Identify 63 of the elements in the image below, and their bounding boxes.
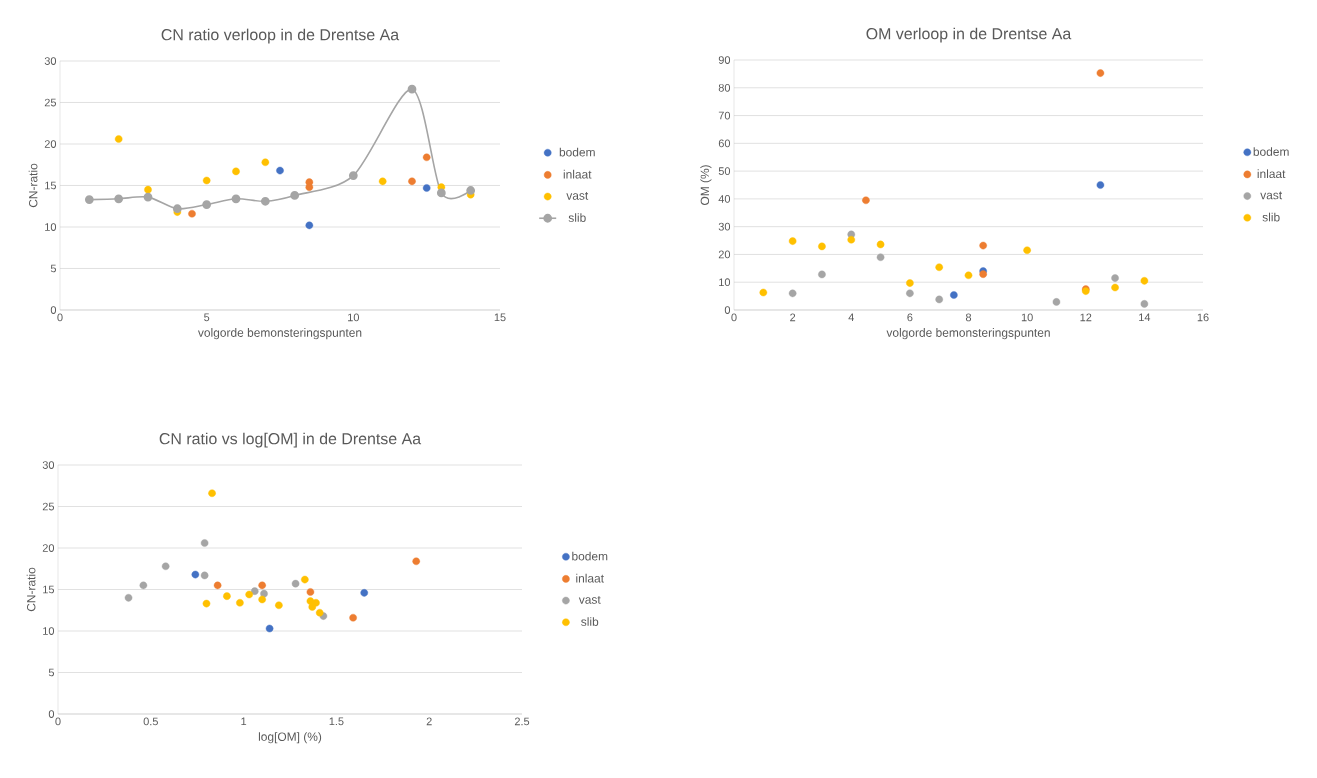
x-tick-label: 2 — [426, 717, 432, 726]
x-tick-label: 16 — [1197, 313, 1209, 322]
x-tick-label: 6 — [907, 313, 913, 322]
x-axis-title: volgorde bemonsteringspunten — [886, 328, 1050, 340]
x-tick-label: 0.5 — [143, 717, 158, 726]
y-tick-label: 25 — [42, 502, 55, 511]
y-tick-label: 60 — [718, 139, 731, 148]
legend-label: slib — [1262, 212, 1280, 222]
x-tick-label: 15 — [494, 313, 506, 322]
y-tick-label: 90 — [718, 56, 731, 64]
x-tick-label: 1 — [241, 717, 247, 726]
y-axis-title: OM (%) — [700, 165, 712, 206]
chart-title: CN ratio vs log[OM] in de Drentse Aa — [159, 432, 422, 448]
y-tick-label: 0 — [724, 306, 731, 314]
y-tick-label: 70 — [718, 111, 731, 120]
chart-title: OM verloop in de Drentse Aa — [866, 27, 1072, 43]
y-tick-label: 30 — [42, 461, 55, 469]
x-axis-title: log[OM] (%) — [258, 732, 322, 744]
y-axis-title: CN-ratio — [28, 163, 38, 208]
y-tick-label: 15 — [43, 585, 55, 594]
x-tick-label: 1.5 — [329, 717, 344, 726]
x-tick-label: 5 — [204, 313, 210, 322]
x-tick-label: 8 — [965, 313, 972, 322]
y-tick-label: 40 — [718, 195, 731, 203]
legend-label: inlaat — [563, 169, 592, 179]
x-tick-label: 2 — [790, 313, 796, 322]
y-tick-label: 20 — [718, 250, 731, 259]
legend-label: vast — [578, 595, 601, 604]
y-tick-label: 80 — [718, 83, 731, 92]
y-tick-label: 15 — [45, 181, 57, 190]
legend-label: bodem — [572, 551, 608, 561]
y-tick-label: 30 — [718, 222, 731, 231]
y-tick-label: 0 — [50, 306, 57, 314]
legend-label: vast — [566, 191, 589, 200]
y-axis-title: CN-ratio — [26, 567, 36, 612]
legend-label: bodem — [1253, 147, 1289, 156]
x-tick-label: 2.5 — [514, 717, 530, 726]
x-tick-label: 0 — [57, 313, 63, 322]
chart-title: CN ratio verloop in de Drentse Aa — [161, 28, 400, 44]
y-tick-label: 25 — [44, 98, 57, 107]
y-tick-label: 0 — [48, 710, 55, 718]
legend-label: vast — [1260, 191, 1283, 200]
x-tick-label: 14 — [1139, 313, 1151, 322]
legend-label: inlaat — [1257, 169, 1286, 179]
y-tick-label: 5 — [48, 668, 55, 677]
x-tick-label: 0 — [731, 313, 737, 322]
y-tick-label: 50 — [718, 167, 731, 175]
x-tick-label: 12 — [1080, 313, 1092, 322]
y-tick-label: 5 — [50, 264, 57, 273]
y-tick-label: 20 — [44, 140, 57, 148]
legend-label: slib — [568, 213, 586, 222]
y-tick-label: 10 — [43, 627, 55, 635]
legend-label: inlaat — [576, 573, 604, 583]
y-tick-label: 10 — [45, 223, 57, 231]
y-tick-label: 30 — [44, 57, 57, 65]
legend-label: slib — [581, 617, 599, 626]
x-tick-label: 10 — [348, 313, 359, 322]
legend-label: bodem — [559, 147, 595, 157]
y-tick-label: 10 — [719, 278, 731, 287]
x-axis-title: volgorde bemonsteringspunten — [197, 328, 362, 340]
x-tick-label: 10 — [1021, 313, 1033, 322]
y-tick-label: 20 — [42, 544, 55, 552]
x-tick-label: 4 — [848, 313, 854, 322]
